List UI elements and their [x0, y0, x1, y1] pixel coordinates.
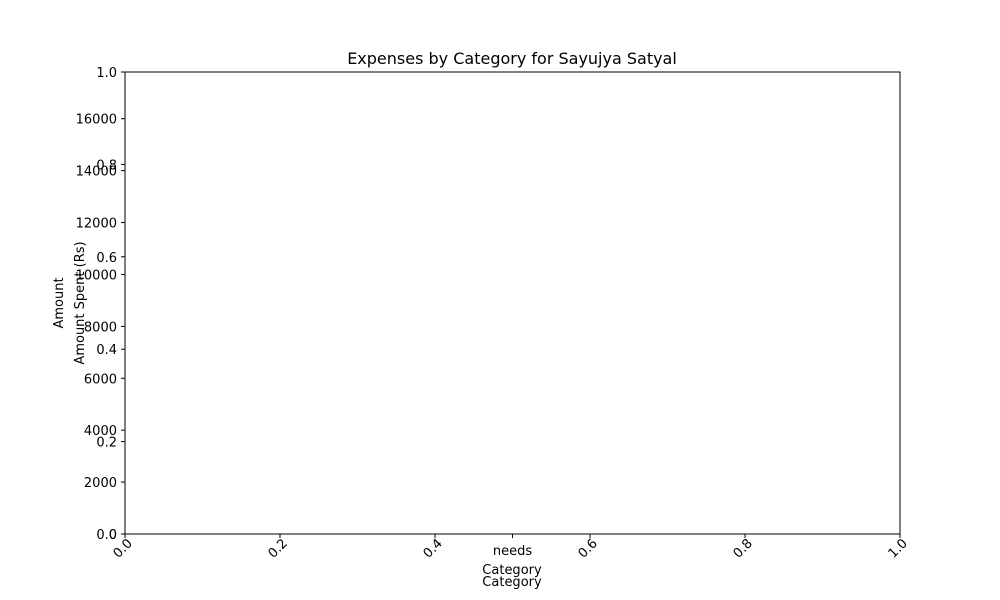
y-tick-label: 0.8 — [96, 158, 117, 173]
y-axis-fraction: 0.0 0.2 0.4 0.6 0.8 1.0 — [96, 66, 125, 543]
y-tick-label: 4000 — [84, 424, 117, 439]
y-tick-label: 1.0 — [96, 66, 117, 81]
x-tick-label: 0.4 — [421, 536, 446, 561]
y-axis-amount: 0 2000 4000 6000 8000 10000 12000 14000 16000 — [76, 113, 125, 543]
x-axis-categories: needs — [493, 534, 532, 559]
x-tick-label: 0.8 — [731, 536, 756, 561]
y-tick-label: 8000 — [84, 320, 117, 335]
y-tick-label: 10000 — [76, 268, 117, 283]
y-tick-label: 0.4 — [96, 343, 117, 358]
y-axis-label-inner: Amount Spent (Rs) — [73, 241, 88, 364]
category-tick-label: needs — [493, 544, 532, 559]
x-tick-label: 0.2 — [266, 536, 291, 561]
y-tick-label: 0.2 — [96, 436, 117, 451]
y-tick-label: 12000 — [76, 217, 117, 232]
y-tick-label: 0.6 — [96, 251, 117, 266]
y-tick-label: 0 — [109, 528, 117, 543]
y-tick-label: 0.0 — [96, 528, 117, 543]
x-tick-label: 1.0 — [886, 536, 911, 561]
chart-title: Expenses by Category for Sayujya Satyal — [347, 49, 677, 68]
x-tick-label: 0.6 — [576, 536, 601, 561]
x-axis-label-lower: Category — [482, 575, 542, 590]
plot-area-frame — [124, 71, 901, 535]
y-tick-label: 16000 — [76, 113, 117, 128]
y-tick-label: 6000 — [84, 372, 117, 387]
y-tick-label: 14000 — [76, 165, 117, 180]
x-axis-label-upper: Category — [482, 563, 542, 578]
y-axis-label-outer: Amount — [52, 277, 67, 328]
y-tick-label: 2000 — [84, 476, 117, 491]
